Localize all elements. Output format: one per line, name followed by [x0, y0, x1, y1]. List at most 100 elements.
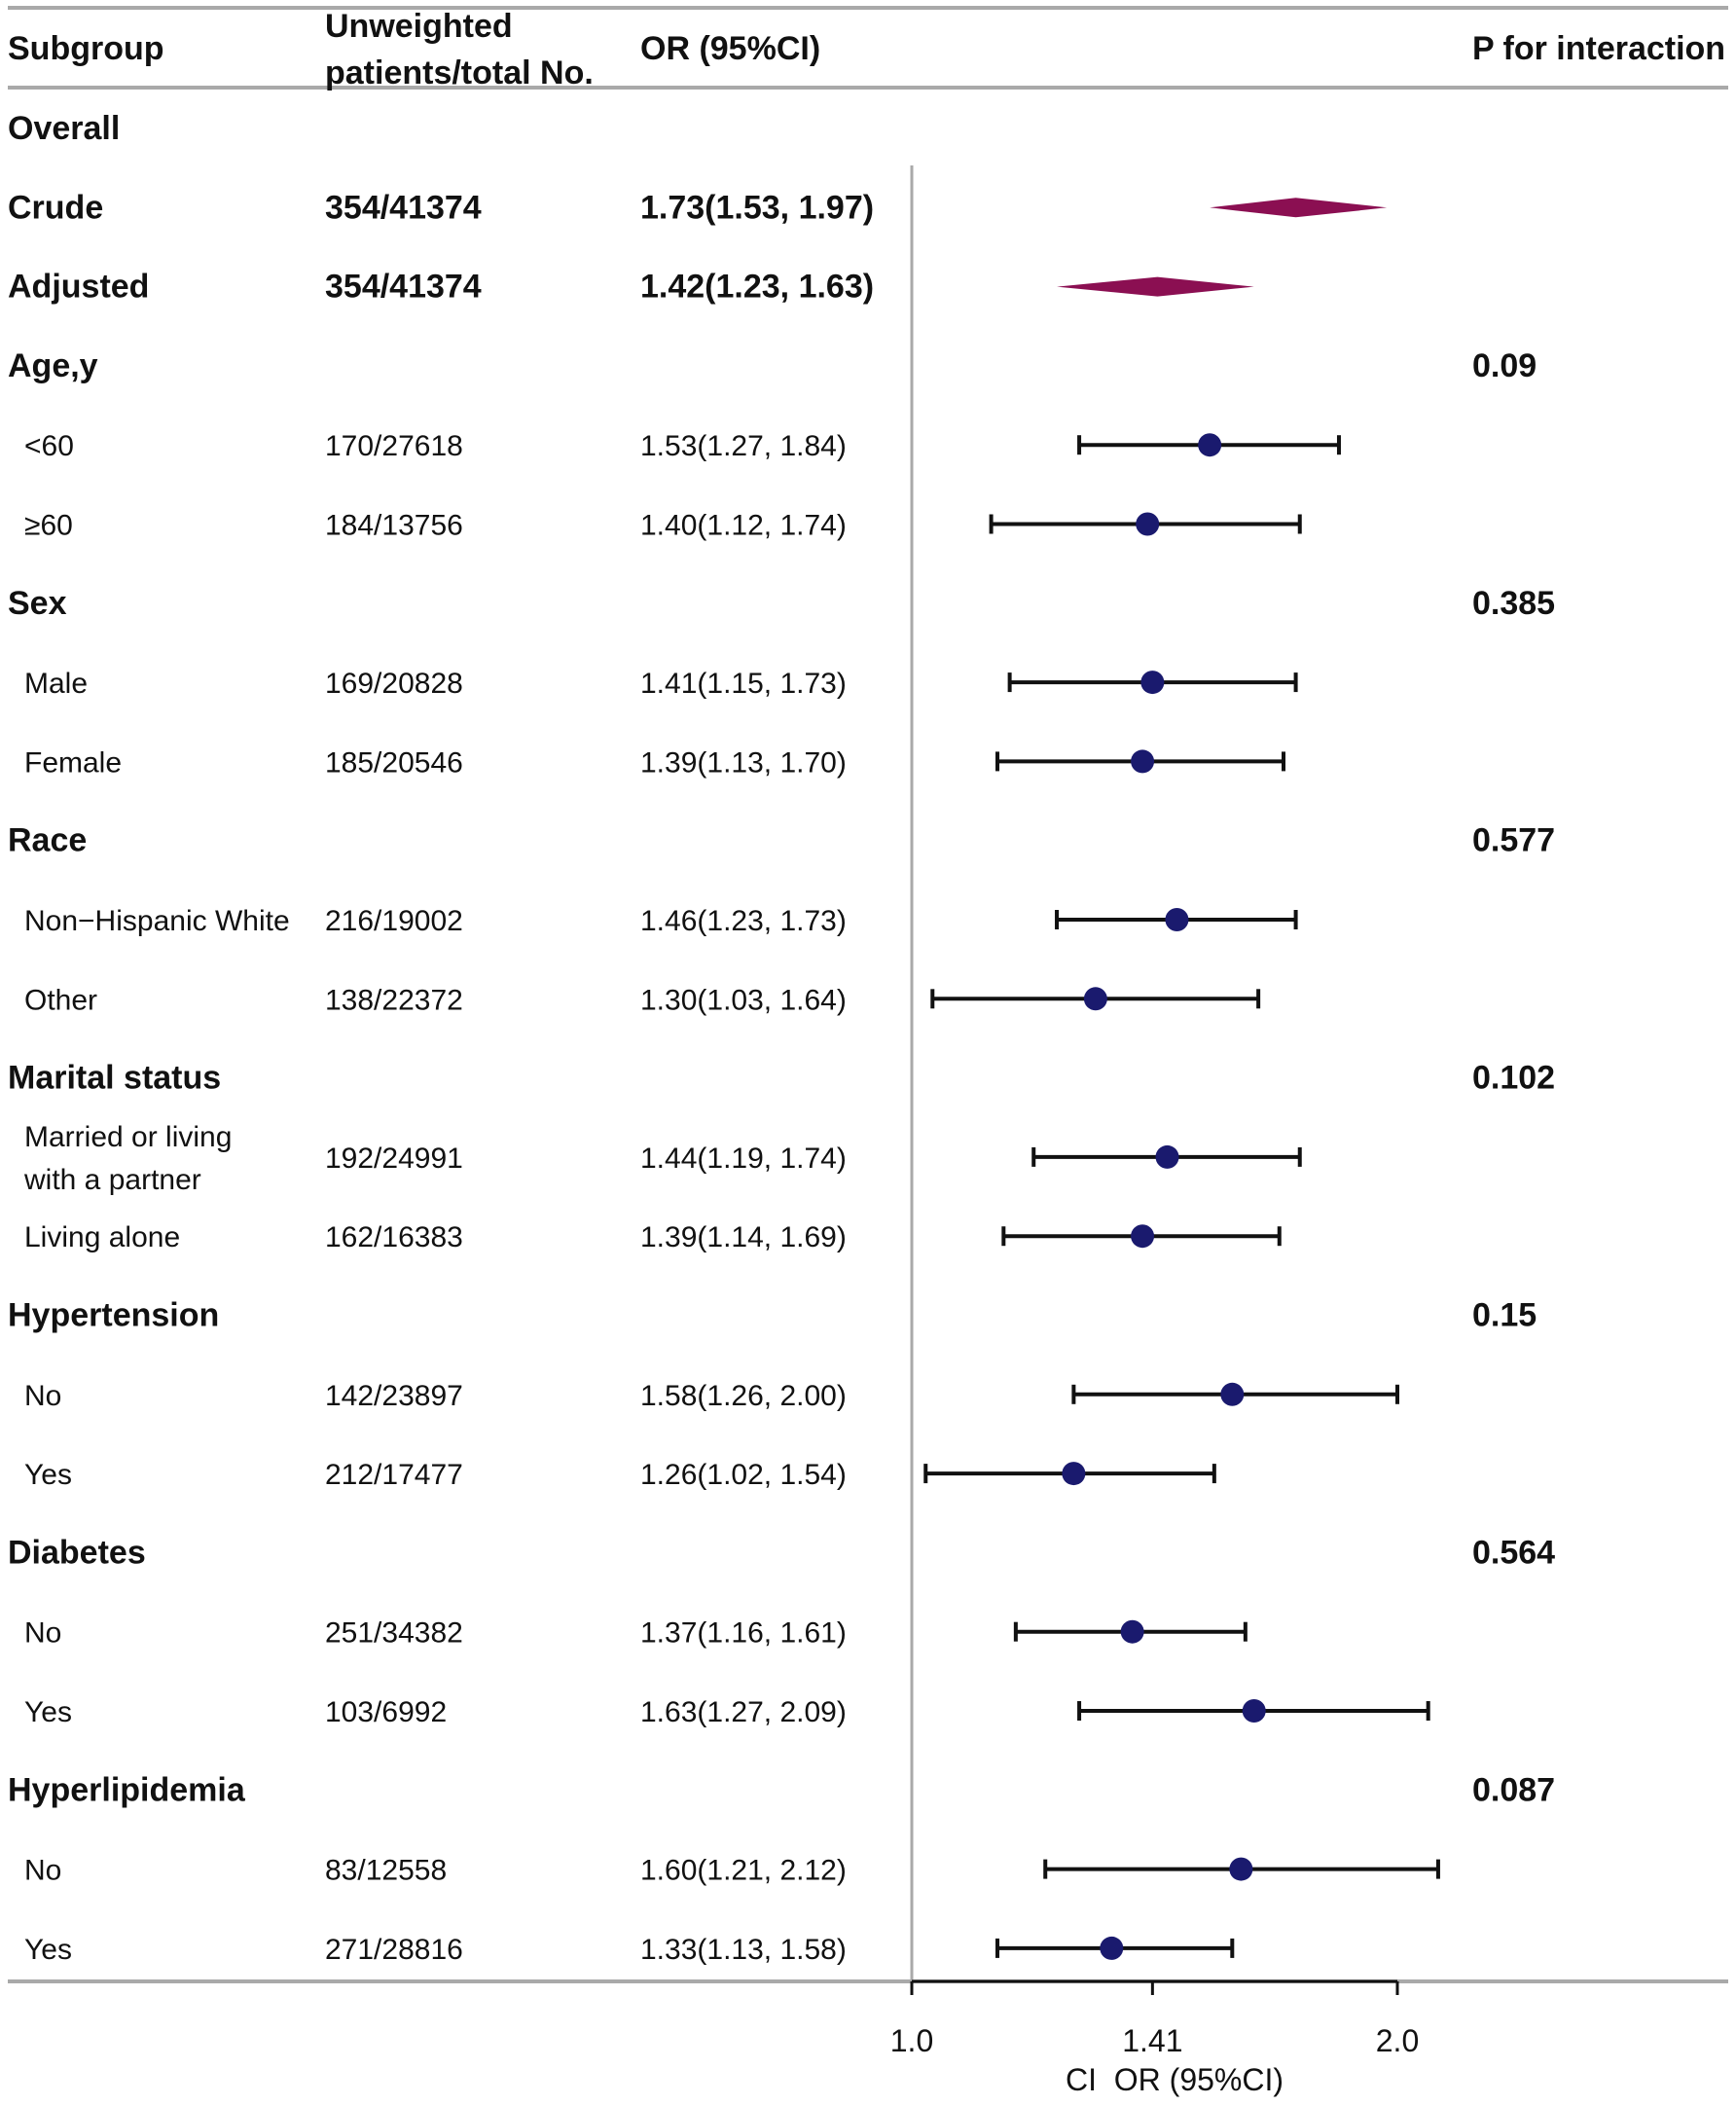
- subgroup-label: Yes: [24, 1696, 72, 1728]
- header-subgroup: Subgroup: [8, 30, 164, 67]
- header-p-interaction: P for interaction: [1472, 30, 1725, 67]
- p-interaction-value: 0.09: [1472, 347, 1537, 384]
- p-interaction-value: 0.577: [1472, 822, 1555, 859]
- or-ci-value: 1.58(1.26, 2.00): [640, 1380, 847, 1412]
- p-interaction-value: 0.385: [1472, 585, 1555, 622]
- x-tick-label: 1.41: [1122, 2023, 1182, 2058]
- table-row: Adjusted 354/41374 1.42(1.23, 1.63): [8, 269, 1254, 306]
- subgroup-label: <60: [24, 430, 74, 462]
- count-value: 354/41374: [325, 189, 482, 226]
- or-ci-value: 1.42(1.23, 1.63): [640, 269, 874, 306]
- table-row: Crude 354/41374 1.73(1.53, 1.97): [8, 189, 1388, 226]
- subgroup-label: No: [24, 1855, 61, 1887]
- group-label: Hypertension: [8, 1297, 219, 1334]
- table-row: Male 169/20828 1.41(1.15, 1.73): [24, 668, 1298, 700]
- subgroup-label: Yes: [24, 1934, 72, 1966]
- group-label: Overall: [8, 110, 120, 147]
- count-value: 354/41374: [325, 269, 482, 306]
- or-point: [1242, 1699, 1266, 1723]
- or-point: [1136, 512, 1160, 536]
- header-count-line1: Unweighted: [325, 8, 513, 45]
- p-interaction-value: 0.087: [1472, 1771, 1555, 1808]
- x-tick-label: 2.0: [1376, 2023, 1419, 2058]
- table-row: Yes 271/28816 1.33(1.13, 1.58): [24, 1934, 1235, 1966]
- subgroup-label: No: [24, 1617, 61, 1650]
- count-value: 169/20828: [325, 668, 463, 700]
- count-value: 184/13756: [325, 510, 463, 542]
- p-interaction-value: 0.15: [1472, 1297, 1537, 1334]
- count-value: 162/16383: [325, 1221, 463, 1253]
- count-value: 192/24991: [325, 1143, 463, 1175]
- group-label: Race: [8, 822, 87, 859]
- table-row: Non−Hispanic White 216/19002 1.46(1.23, 1.…: [24, 905, 1298, 937]
- or-ci-value: 1.46(1.23, 1.73): [640, 905, 847, 937]
- table-row: No 251/34382 1.37(1.16, 1.61): [24, 1617, 1248, 1650]
- summary-diamond: [1210, 198, 1388, 218]
- subgroup-label: Married or living: [24, 1121, 232, 1153]
- group-label: Sex: [8, 585, 67, 622]
- or-point: [1131, 749, 1155, 774]
- x-tick-label: 1.0: [890, 2023, 933, 2058]
- or-point: [1229, 1857, 1253, 1881]
- table-row: Hyperlipidemia 0.087: [8, 1771, 1555, 1808]
- subgroup-label: Yes: [24, 1459, 72, 1491]
- count-value: 170/27618: [325, 430, 463, 462]
- table-row: Diabetes 0.564: [8, 1534, 1555, 1571]
- table-row: <60 170/27618 1.53(1.27, 1.84): [24, 430, 1341, 462]
- count-value: 138/22372: [325, 984, 463, 1016]
- subgroup-label: Other: [24, 984, 97, 1016]
- group-label: Hyperlipidemia: [8, 1771, 246, 1808]
- or-point: [1155, 1144, 1179, 1169]
- or-ci-value: 1.53(1.27, 1.84): [640, 430, 847, 462]
- table-row: Yes 212/17477 1.26(1.02, 1.54): [24, 1459, 1216, 1491]
- group-label: Marital status: [8, 1060, 221, 1097]
- count-value: 185/20546: [325, 746, 463, 779]
- or-point: [1062, 1462, 1086, 1486]
- count-value: 142/23897: [325, 1380, 463, 1412]
- count-value: 103/6992: [325, 1696, 447, 1728]
- or-ci-value: 1.63(1.27, 2.09): [640, 1696, 847, 1728]
- count-value: 251/34382: [325, 1617, 463, 1650]
- or-ci-value: 1.44(1.19, 1.74): [640, 1143, 847, 1175]
- or-point: [1083, 987, 1107, 1011]
- count-value: 83/12558: [325, 1855, 447, 1887]
- or-point: [1100, 1936, 1124, 1960]
- table-row: Female 185/20546 1.39(1.13, 1.70): [24, 746, 1286, 779]
- or-ci-value: 1.60(1.21, 2.12): [640, 1855, 847, 1887]
- header-or: OR (95%CI): [640, 30, 820, 67]
- or-point: [1140, 671, 1165, 695]
- or-point: [1198, 433, 1222, 457]
- or-ci-value: 1.73(1.53, 1.97): [640, 189, 874, 226]
- summary-label: Adjusted: [8, 269, 149, 306]
- table-row: Hypertension 0.15: [8, 1297, 1537, 1334]
- or-ci-value: 1.30(1.03, 1.64): [640, 984, 847, 1016]
- or-point: [1220, 1382, 1245, 1406]
- subgroup-label: Non−Hispanic White: [24, 905, 290, 937]
- p-interaction-value: 0.102: [1472, 1060, 1555, 1097]
- or-ci-value: 1.40(1.12, 1.74): [640, 510, 847, 542]
- or-ci-value: 1.26(1.02, 1.54): [640, 1459, 847, 1491]
- subgroup-label: ≥60: [24, 510, 73, 542]
- count-value: 212/17477: [325, 1459, 463, 1491]
- or-ci-value: 1.41(1.15, 1.73): [640, 668, 847, 700]
- table-row: Age,y 0.09: [8, 347, 1537, 384]
- table-row: No 83/12558 1.60(1.21, 2.12): [24, 1855, 1440, 1887]
- or-point: [1165, 908, 1189, 931]
- x-axis-label: CI OR (95%CI): [1066, 2062, 1284, 2097]
- subgroup-label-line2: with a partner: [23, 1164, 201, 1196]
- or-point: [1131, 1224, 1155, 1249]
- table-row: No 142/23897 1.58(1.26, 2.00): [24, 1380, 1399, 1412]
- subgroup-label: Living alone: [24, 1221, 180, 1253]
- or-point: [1120, 1619, 1144, 1644]
- group-label: Diabetes: [8, 1534, 146, 1571]
- subgroup-label: Male: [24, 668, 88, 700]
- or-ci-value: 1.39(1.13, 1.70): [640, 746, 847, 779]
- count-value: 216/19002: [325, 905, 463, 937]
- or-ci-value: 1.33(1.13, 1.58): [640, 1934, 847, 1966]
- subgroup-label: No: [24, 1380, 61, 1412]
- table-row: Living alone 162/16383 1.39(1.14, 1.69): [24, 1221, 1282, 1253]
- group-label: Age,y: [8, 347, 98, 384]
- or-ci-value: 1.37(1.16, 1.61): [640, 1617, 847, 1650]
- subgroup-label: Female: [24, 746, 122, 779]
